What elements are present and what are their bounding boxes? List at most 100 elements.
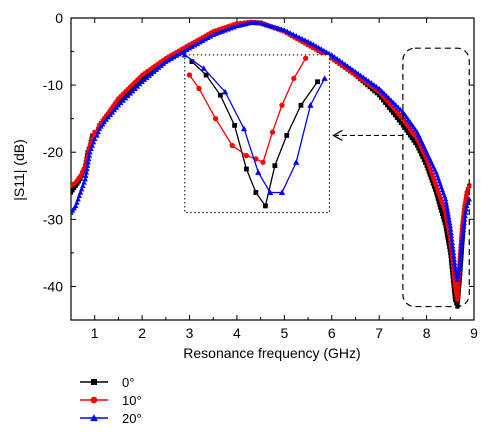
inset-data-point [221, 88, 229, 95]
data-point [260, 21, 267, 27]
data-point [457, 260, 463, 266]
data-point [447, 226, 454, 232]
data-point [83, 172, 89, 178]
data-point [383, 92, 390, 98]
data-point [447, 223, 454, 229]
plot-frame [70, 17, 475, 321]
data-point [394, 115, 400, 120]
data-point [402, 125, 407, 130]
data-point [135, 80, 140, 86]
data-point [263, 22, 270, 28]
data-point [342, 61, 348, 67]
data-point [464, 203, 470, 209]
data-point [178, 49, 185, 55]
inset-data-point [298, 102, 304, 108]
data-point [189, 43, 195, 49]
data-point [344, 63, 351, 69]
data-point [125, 90, 130, 95]
data-point [455, 301, 460, 306]
data-point [388, 108, 394, 113]
data-point [445, 211, 451, 217]
data-point [421, 157, 426, 162]
data-point [278, 26, 285, 32]
data-point [71, 190, 74, 195]
data-point [450, 250, 457, 256]
inset-series-2 [181, 51, 328, 195]
data-point [88, 146, 94, 152]
data-point [458, 246, 464, 252]
data-point [358, 72, 364, 78]
x-tick-label: 4 [233, 325, 241, 341]
data-point [455, 270, 462, 276]
data-point [363, 76, 369, 82]
data-point [444, 229, 449, 235]
data-point [84, 162, 91, 168]
data-point [75, 196, 81, 202]
data-point [423, 160, 428, 165]
data-point [132, 83, 138, 88]
data-point [459, 240, 465, 246]
data-point [386, 105, 392, 110]
data-point [449, 236, 455, 242]
data-point [272, 24, 279, 30]
data-point [392, 113, 398, 118]
data-point [87, 149, 93, 155]
data-point [457, 256, 464, 262]
data-point [150, 68, 155, 74]
x-tick-label: 6 [328, 325, 336, 341]
data-point [461, 219, 467, 225]
data-point [381, 98, 386, 103]
data-point [451, 253, 457, 259]
data-point [145, 72, 150, 77]
data-point [299, 35, 305, 41]
data-point [458, 243, 465, 249]
data-point [381, 90, 387, 96]
legend-item-1: 10° [80, 393, 142, 408]
data-point [459, 233, 466, 239]
data-point [202, 36, 209, 42]
inset-data-point [262, 203, 268, 209]
data-point [137, 78, 142, 83]
data-point [452, 280, 458, 286]
legend-label: 0° [122, 375, 134, 390]
data-point [368, 80, 375, 86]
data-point [406, 130, 411, 136]
data-point [315, 44, 322, 50]
data-point [170, 54, 177, 60]
data-point [446, 238, 451, 244]
data-point [347, 65, 353, 71]
y-axis-title: |S11| (dB) [11, 139, 27, 200]
data-point [466, 183, 472, 189]
data-point [396, 118, 402, 123]
data-point [452, 263, 458, 269]
data-point [336, 57, 343, 63]
data-point [165, 57, 172, 63]
data-point [78, 186, 85, 192]
inset-data-point [186, 72, 193, 78]
data-point [461, 216, 468, 222]
legend-item-0: 0° [80, 375, 134, 390]
data-point [434, 193, 440, 198]
data-point [326, 50, 332, 56]
data-point [355, 70, 361, 76]
inset-data-point [196, 85, 202, 92]
inset-data-point [267, 189, 274, 195]
data-point [307, 40, 314, 46]
data-point [371, 82, 377, 87]
data-point [450, 246, 456, 252]
zoom-source-box [402, 47, 470, 308]
data-point [457, 263, 463, 269]
inset-data-point [229, 142, 235, 149]
data-point [409, 135, 414, 141]
data-point [404, 128, 409, 133]
legend-item-2: 20° [80, 411, 142, 426]
data-point [118, 97, 123, 102]
data-point [82, 176, 88, 182]
x-tick-label: 3 [186, 325, 194, 341]
data-point [411, 138, 416, 143]
data-point [284, 28, 291, 34]
data-point [80, 183, 86, 188]
data-point [269, 23, 276, 29]
data-point [383, 100, 388, 105]
data-point [378, 88, 385, 93]
